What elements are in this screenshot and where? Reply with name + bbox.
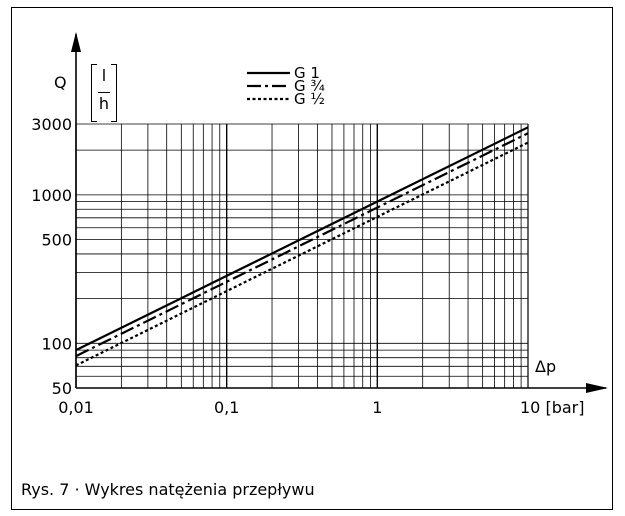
y-tick-label: 500	[41, 231, 72, 250]
x-tick-label: 0,01	[58, 398, 94, 417]
y-axis-unit: l h	[91, 64, 117, 122]
axis-labels: Q Δp	[54, 73, 556, 376]
y-tick-label: 1000	[31, 186, 72, 205]
unit-denominator: h	[98, 94, 110, 113]
x-tick-label: 1	[372, 398, 382, 417]
axes: 0,01 0,1 1 10 [bar] 50 100 500 1000 3000	[31, 32, 608, 417]
unit-bracket-left	[91, 64, 97, 122]
y-tick-label: 50	[52, 379, 72, 398]
series-line	[75, 132, 529, 358]
figure-frame	[11, 7, 613, 510]
x-tick-label: 10 [bar]	[520, 398, 584, 417]
y-tick-label: 3000	[31, 115, 72, 134]
grid	[75, 123, 529, 389]
legend-label: G 1	[294, 64, 320, 82]
x-tick-label: 0,1	[214, 398, 239, 417]
unit-numerator: l	[101, 66, 107, 85]
x-axis-label: Δp	[535, 357, 556, 376]
legend: G 1G ¾G ½	[247, 64, 325, 108]
figure-caption: Rys. 7 · Wykres natężenia przepływu	[21, 480, 315, 499]
x-axis-arrow	[586, 383, 608, 393]
series	[75, 126, 529, 367]
legend-label: G ¾	[294, 77, 325, 95]
unit-fraction-bar	[98, 92, 110, 93]
y-tick-label: 100	[41, 334, 72, 353]
y-axis-label: Q	[54, 73, 67, 92]
series-line	[75, 126, 529, 352]
unit-bracket-right	[111, 64, 117, 122]
legend-label: G ½	[294, 90, 325, 108]
series-line	[75, 141, 529, 367]
y-axis-arrow	[71, 32, 81, 52]
